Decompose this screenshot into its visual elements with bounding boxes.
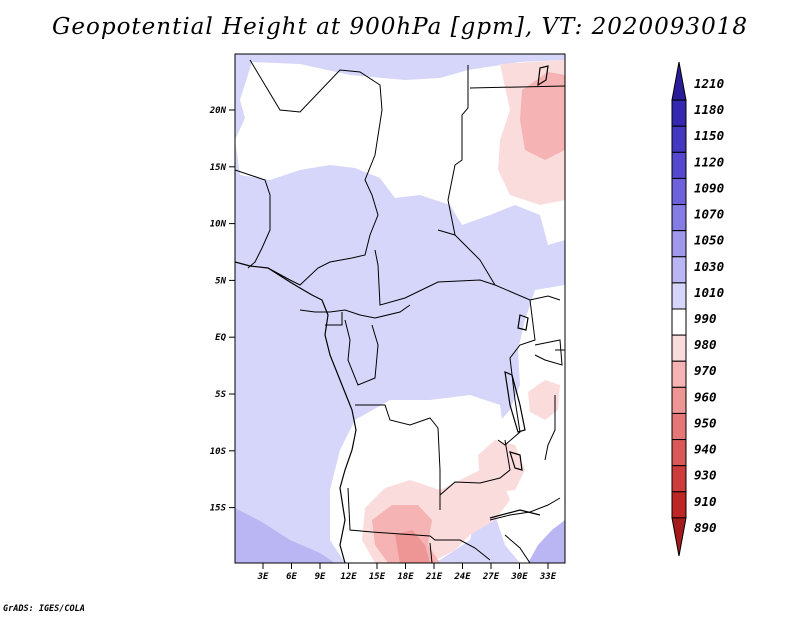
colorbar-label: 940 — [694, 442, 717, 457]
colorbar-label: 1180 — [694, 102, 724, 117]
lon-tick-label: 3E — [257, 572, 269, 582]
chart-title: Geopotential Height at 900hPa [gpm], VT:… — [52, 14, 748, 40]
colorbar-label: 950 — [694, 415, 717, 430]
colorbar-swatch — [671, 204, 687, 232]
colorbar-label: 990 — [694, 311, 717, 326]
colorbar-label: 1150 — [694, 128, 724, 143]
geopotential-field — [235, 54, 565, 563]
coastline — [235, 65, 549, 563]
colorbar-label: 1090 — [694, 180, 724, 195]
colorbar-swatch — [671, 412, 687, 441]
colorbar-swatch — [671, 360, 687, 388]
lat-tick-label: 5S — [215, 390, 226, 400]
lat-tick-label: EQ — [215, 333, 226, 343]
colorbar-label: 970 — [694, 363, 717, 378]
credit-label: GrADS: IGES/COLA — [3, 604, 85, 614]
lat-tick-label: 15S — [210, 504, 227, 514]
lon-tick-label: 30E — [510, 572, 528, 582]
field-sw-low — [235, 508, 335, 563]
lon-tick-label: 27E — [482, 572, 500, 582]
lon-tick-label: 15E — [369, 572, 386, 582]
lon-tick-label: 21E — [425, 572, 443, 582]
colorbar-label: 1010 — [694, 285, 724, 300]
field-ne-rose — [520, 72, 565, 160]
field-east-pink-2 — [528, 380, 560, 420]
colorbar-swatch — [671, 334, 687, 362]
latitude-axis: 20N 15N 10N 5N EQ 5S 10S 15S — [209, 106, 235, 514]
lon-tick-label: 33E — [539, 572, 557, 582]
colorbar-label: 1030 — [694, 259, 724, 274]
lat-tick-label: 10N — [210, 220, 227, 230]
colorbar-label: 930 — [694, 468, 717, 483]
map-frame — [234, 53, 566, 564]
field-sahel-white — [235, 60, 565, 245]
lon-tick-label: 9E — [315, 572, 326, 582]
colorbar-swatch — [671, 99, 687, 127]
lat-tick-label: 20N — [209, 106, 227, 116]
longitude-axis: 3E 6E 9E 12E 15E 18E 21E 24E 27E 30E 33E — [257, 563, 557, 582]
colorbar-swatch — [671, 465, 687, 493]
field-south-red — [395, 530, 430, 563]
colorbar-swatch — [671, 125, 687, 153]
colorbar-swatch — [671, 439, 687, 467]
colorbar-label: 1120 — [694, 154, 724, 169]
colorbar-swatch — [671, 230, 687, 258]
colorbar-label: 1050 — [694, 233, 724, 248]
colorbar-label: 910 — [694, 494, 717, 509]
colorbar-label: 960 — [694, 389, 717, 404]
colorbar-swatch — [671, 517, 687, 557]
lat-tick-label: 10S — [210, 447, 227, 457]
colorbar-swatch — [671, 61, 687, 101]
colorbar-swatch — [671, 386, 687, 414]
colorbar-label: 1070 — [694, 207, 724, 222]
colorbar-swatch — [671, 177, 687, 206]
colorbar-swatch — [671, 151, 687, 179]
lon-tick-label: 18E — [397, 572, 414, 582]
colorbar-label: 890 — [694, 520, 717, 535]
lat-tick-label: 5N — [215, 276, 226, 286]
lat-tick-label: 15N — [210, 163, 227, 173]
colorbar: 1210 1180 1150 1120 1090 1070 1050 1030 1010 990 9… — [671, 61, 724, 557]
lon-tick-label: 6E — [286, 572, 297, 582]
colorbar-swatch — [671, 256, 687, 284]
lon-tick-label: 12E — [340, 572, 357, 582]
colorbar-label: 1210 — [694, 76, 724, 91]
colorbar-swatch — [671, 282, 687, 310]
field-se-low — [528, 520, 565, 563]
country-borders — [235, 59, 565, 563]
colorbar-swatch — [671, 308, 687, 336]
colorbar-swatch — [671, 491, 687, 519]
colorbar-label: 980 — [694, 337, 717, 352]
lon-tick-label: 24E — [453, 572, 471, 582]
